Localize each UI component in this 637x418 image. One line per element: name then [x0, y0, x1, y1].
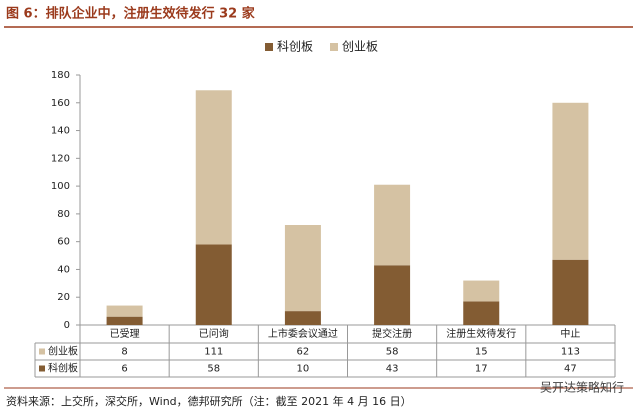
x-tick-label: 已问询 [199, 327, 229, 340]
legend-swatch [265, 43, 273, 51]
y-tick-label: 160 [51, 98, 70, 109]
table-value: 58 [386, 347, 399, 358]
table-value: 62 [297, 347, 310, 358]
legend-swatch [330, 43, 338, 51]
x-tick-label: 上市委会议通过 [268, 327, 338, 340]
table-value: 58 [207, 364, 220, 375]
table-value: 17 [475, 364, 488, 375]
bar-segment [552, 259, 589, 325]
y-tick-label: 80 [57, 209, 70, 220]
y-tick-label: 140 [51, 126, 70, 137]
bar-segment [195, 244, 232, 325]
legend-label: 科创板 [277, 40, 313, 54]
y-tick-label: 180 [51, 70, 70, 81]
table-value: 10 [297, 364, 310, 375]
source: 资料来源：上交所，深交所，Wind，德邦研究所（注：截至 2021 年 4 月 … [6, 394, 412, 408]
x-tick-label: 中止 [560, 327, 580, 340]
y-tick-label: 120 [51, 153, 70, 164]
table-value: 6 [121, 364, 127, 375]
bar-segment [106, 305, 143, 317]
table-swatch [39, 348, 45, 355]
y-tick-label: 100 [51, 181, 70, 192]
y-tick-label: 40 [57, 264, 70, 275]
y-tick-label: 60 [57, 237, 70, 248]
watermark: 吴开达策略知行 [540, 380, 624, 395]
y-tick-label: 0 [64, 320, 70, 331]
y-tick-label: 20 [57, 292, 70, 303]
table-row-label: 科创板 [48, 362, 78, 375]
table-value: 113 [561, 347, 580, 358]
bar-segment [552, 102, 589, 260]
x-tick-label: 已受理 [110, 328, 140, 340]
bar-segment [463, 280, 500, 302]
x-tick-label: 注册生效待发行 [446, 327, 516, 340]
bar-segment [374, 184, 411, 266]
table-value: 47 [564, 364, 577, 375]
table-value: 111 [204, 347, 223, 358]
bar-segment [195, 90, 232, 245]
bar-segment [106, 316, 143, 325]
chart-title: 图 6：排队企业中，注册生效待发行 32 家 [6, 6, 256, 22]
bar-segment [284, 225, 321, 312]
legend-label: 创业板 [342, 40, 378, 54]
table-value: 8 [121, 347, 127, 358]
bar-segment [463, 301, 500, 325]
table-row-label: 创业板 [48, 345, 78, 358]
x-tick-label: 提交注册 [372, 327, 412, 340]
bar-segment [284, 311, 321, 325]
table-value: 15 [475, 347, 488, 358]
table-value: 43 [386, 364, 399, 375]
bar-segment [374, 265, 411, 325]
table-swatch [39, 365, 45, 372]
